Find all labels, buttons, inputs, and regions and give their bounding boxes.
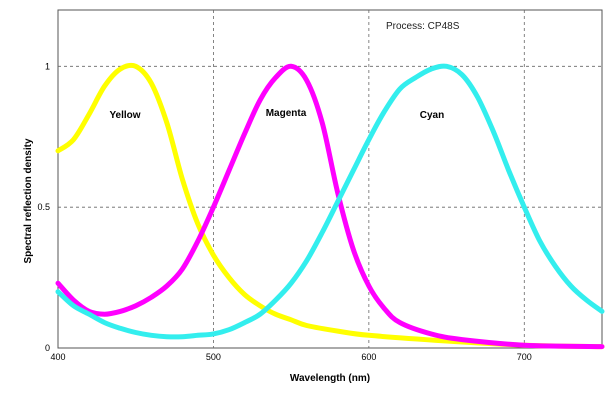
- series-line-magenta: [55, 63, 605, 350]
- series-labels: Yellow Magenta Cyan: [109, 108, 444, 121]
- x-axis-label: Wavelength (nm): [290, 373, 370, 384]
- x-tick-label-500: 500: [206, 352, 221, 362]
- series-lines: [55, 62, 605, 350]
- y-axis-label: Spectral reflection density: [23, 138, 34, 263]
- x-tick-label-400: 400: [50, 352, 65, 362]
- y-tick-label-1: 0.5: [37, 202, 50, 212]
- process-annotation: Process: CP48S: [386, 21, 460, 32]
- plot-area: [57, 9, 603, 349]
- series-label-yellow: Yellow: [109, 110, 140, 121]
- series-line-cyan: [55, 63, 605, 340]
- series-line-yellow: [55, 62, 605, 350]
- x-tick-label-700: 700: [517, 352, 532, 362]
- grid-lines: [58, 10, 602, 348]
- y-tick-label-2: 1: [45, 61, 50, 71]
- y-tick-label-0: 0: [45, 343, 50, 353]
- x-tick-label-600: 600: [361, 352, 376, 362]
- series-label-magenta: Magenta: [266, 108, 307, 119]
- tick-labels: 400 500 600 700 0 0.5 1: [37, 61, 531, 362]
- series-label-cyan: Cyan: [420, 110, 444, 121]
